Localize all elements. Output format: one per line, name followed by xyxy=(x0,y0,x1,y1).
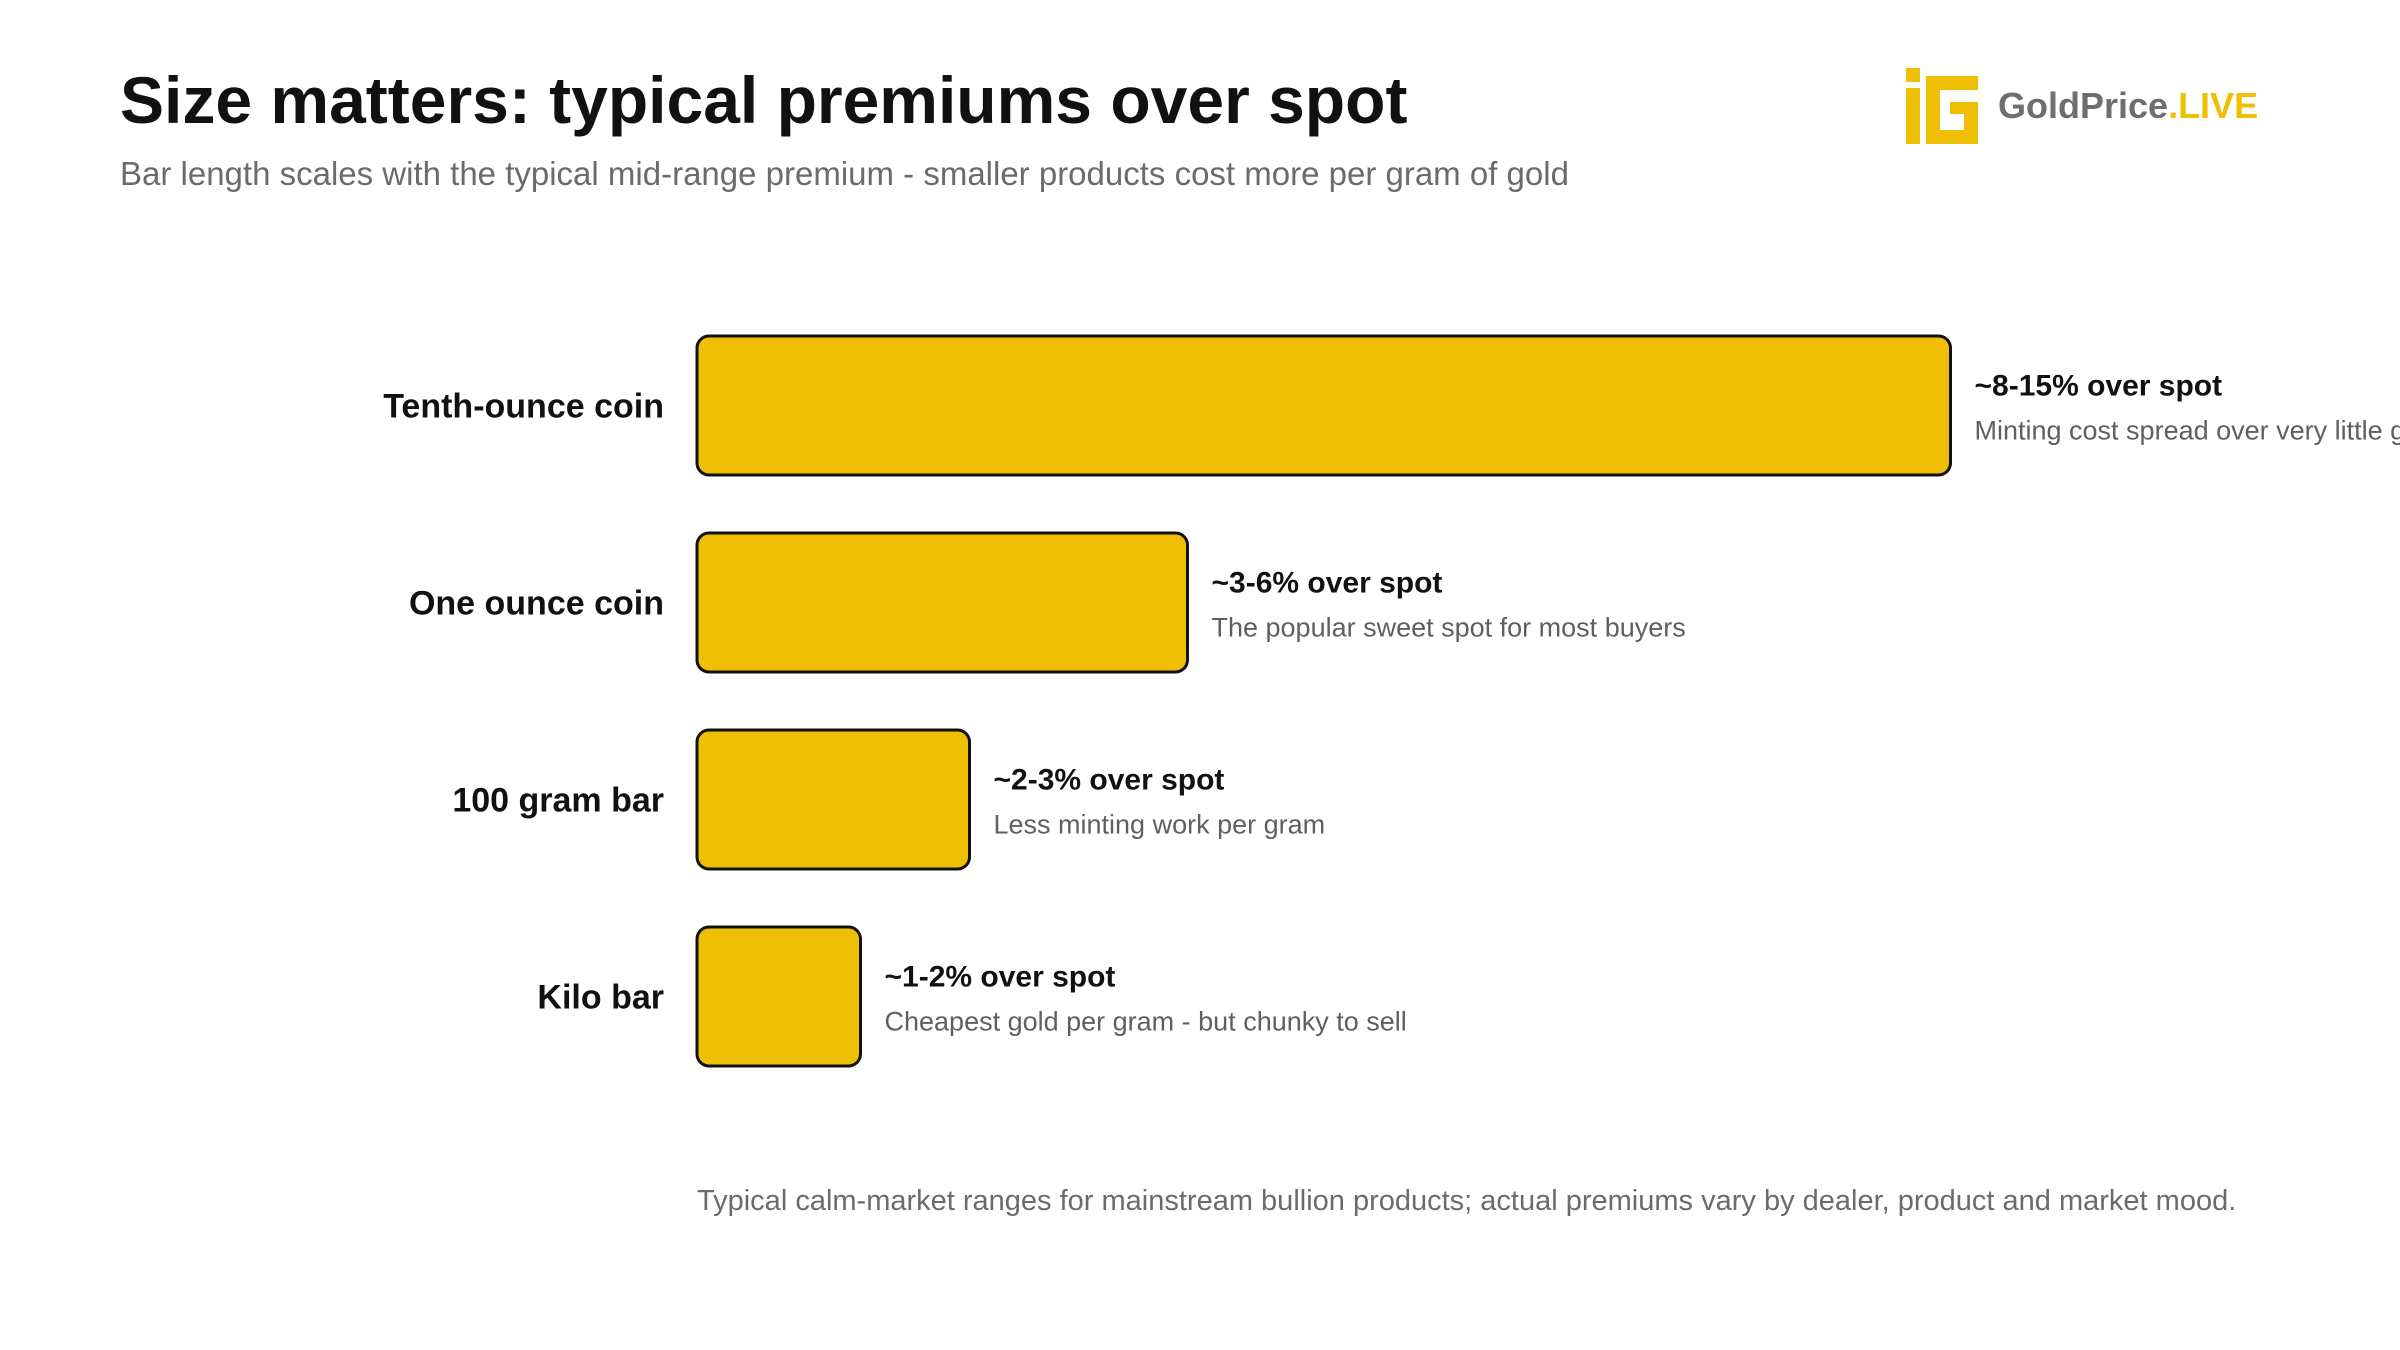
bar-note: Less minting work per gram xyxy=(994,810,1326,840)
brand-logo[interactable]: GoldPrice.LIVE xyxy=(1906,68,2258,144)
page-subtitle: Bar length scales with the typical mid-r… xyxy=(120,155,1569,192)
footnote: Typical calm-market ranges for mainstrea… xyxy=(697,1185,2237,1217)
value-label: ~3-6% over spot xyxy=(1212,567,1443,600)
value-label: ~1-2% over spot xyxy=(885,961,1116,994)
category-label: One ounce coin xyxy=(409,585,664,623)
bar xyxy=(695,925,862,1068)
value-label: ~8-15% over spot xyxy=(1975,370,2223,403)
category-label: Kilo bar xyxy=(537,979,664,1017)
bar xyxy=(695,334,1952,477)
logo-text-main: GoldPrice xyxy=(1998,85,2169,126)
category-label: 100 gram bar xyxy=(452,782,664,820)
logo-text-accent: .LIVE xyxy=(2168,85,2259,126)
bar-note: Minting cost spread over very little gol… xyxy=(1975,416,2400,446)
value-label: ~2-3% over spot xyxy=(994,764,1225,797)
page-title: Size matters: typical premiums over spot xyxy=(120,63,1408,137)
goldprice-logo-icon xyxy=(1906,68,1978,144)
logo-text: GoldPrice.LIVE xyxy=(1998,85,2258,127)
category-label: Tenth-ounce coin xyxy=(383,388,664,426)
bar-note: Cheapest gold per gram - but chunky to s… xyxy=(885,1007,1407,1037)
bar xyxy=(695,531,1189,674)
bar xyxy=(695,728,971,871)
bar-note: The popular sweet spot for most buyers xyxy=(1212,613,1686,643)
